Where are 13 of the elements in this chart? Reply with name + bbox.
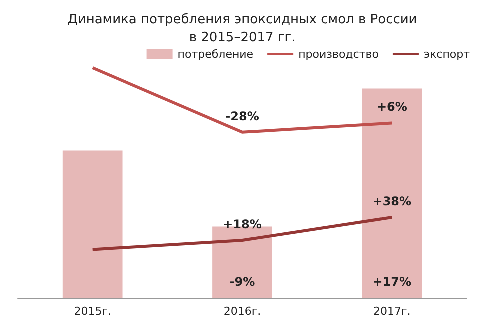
legend-label: экспорт bbox=[424, 48, 471, 61]
annotation: +38% bbox=[372, 194, 412, 208]
annotation: +6% bbox=[376, 100, 408, 114]
chart-title: Динамика потребления эпоксидных смол в России в 2015–2017 гг. bbox=[68, 12, 418, 46]
legend-label: производство bbox=[298, 48, 380, 61]
x-tick-label: 2017г. bbox=[374, 305, 411, 318]
annotation: -9% bbox=[230, 275, 256, 289]
x-tick-label: 2016г. bbox=[224, 305, 262, 318]
annotation: -28% bbox=[226, 109, 260, 124]
annotation: +18% bbox=[223, 218, 262, 232]
legend-label: потребление bbox=[178, 48, 254, 61]
x-tick-label: 2015г. bbox=[74, 305, 112, 318]
annotation: +17% bbox=[372, 275, 412, 289]
